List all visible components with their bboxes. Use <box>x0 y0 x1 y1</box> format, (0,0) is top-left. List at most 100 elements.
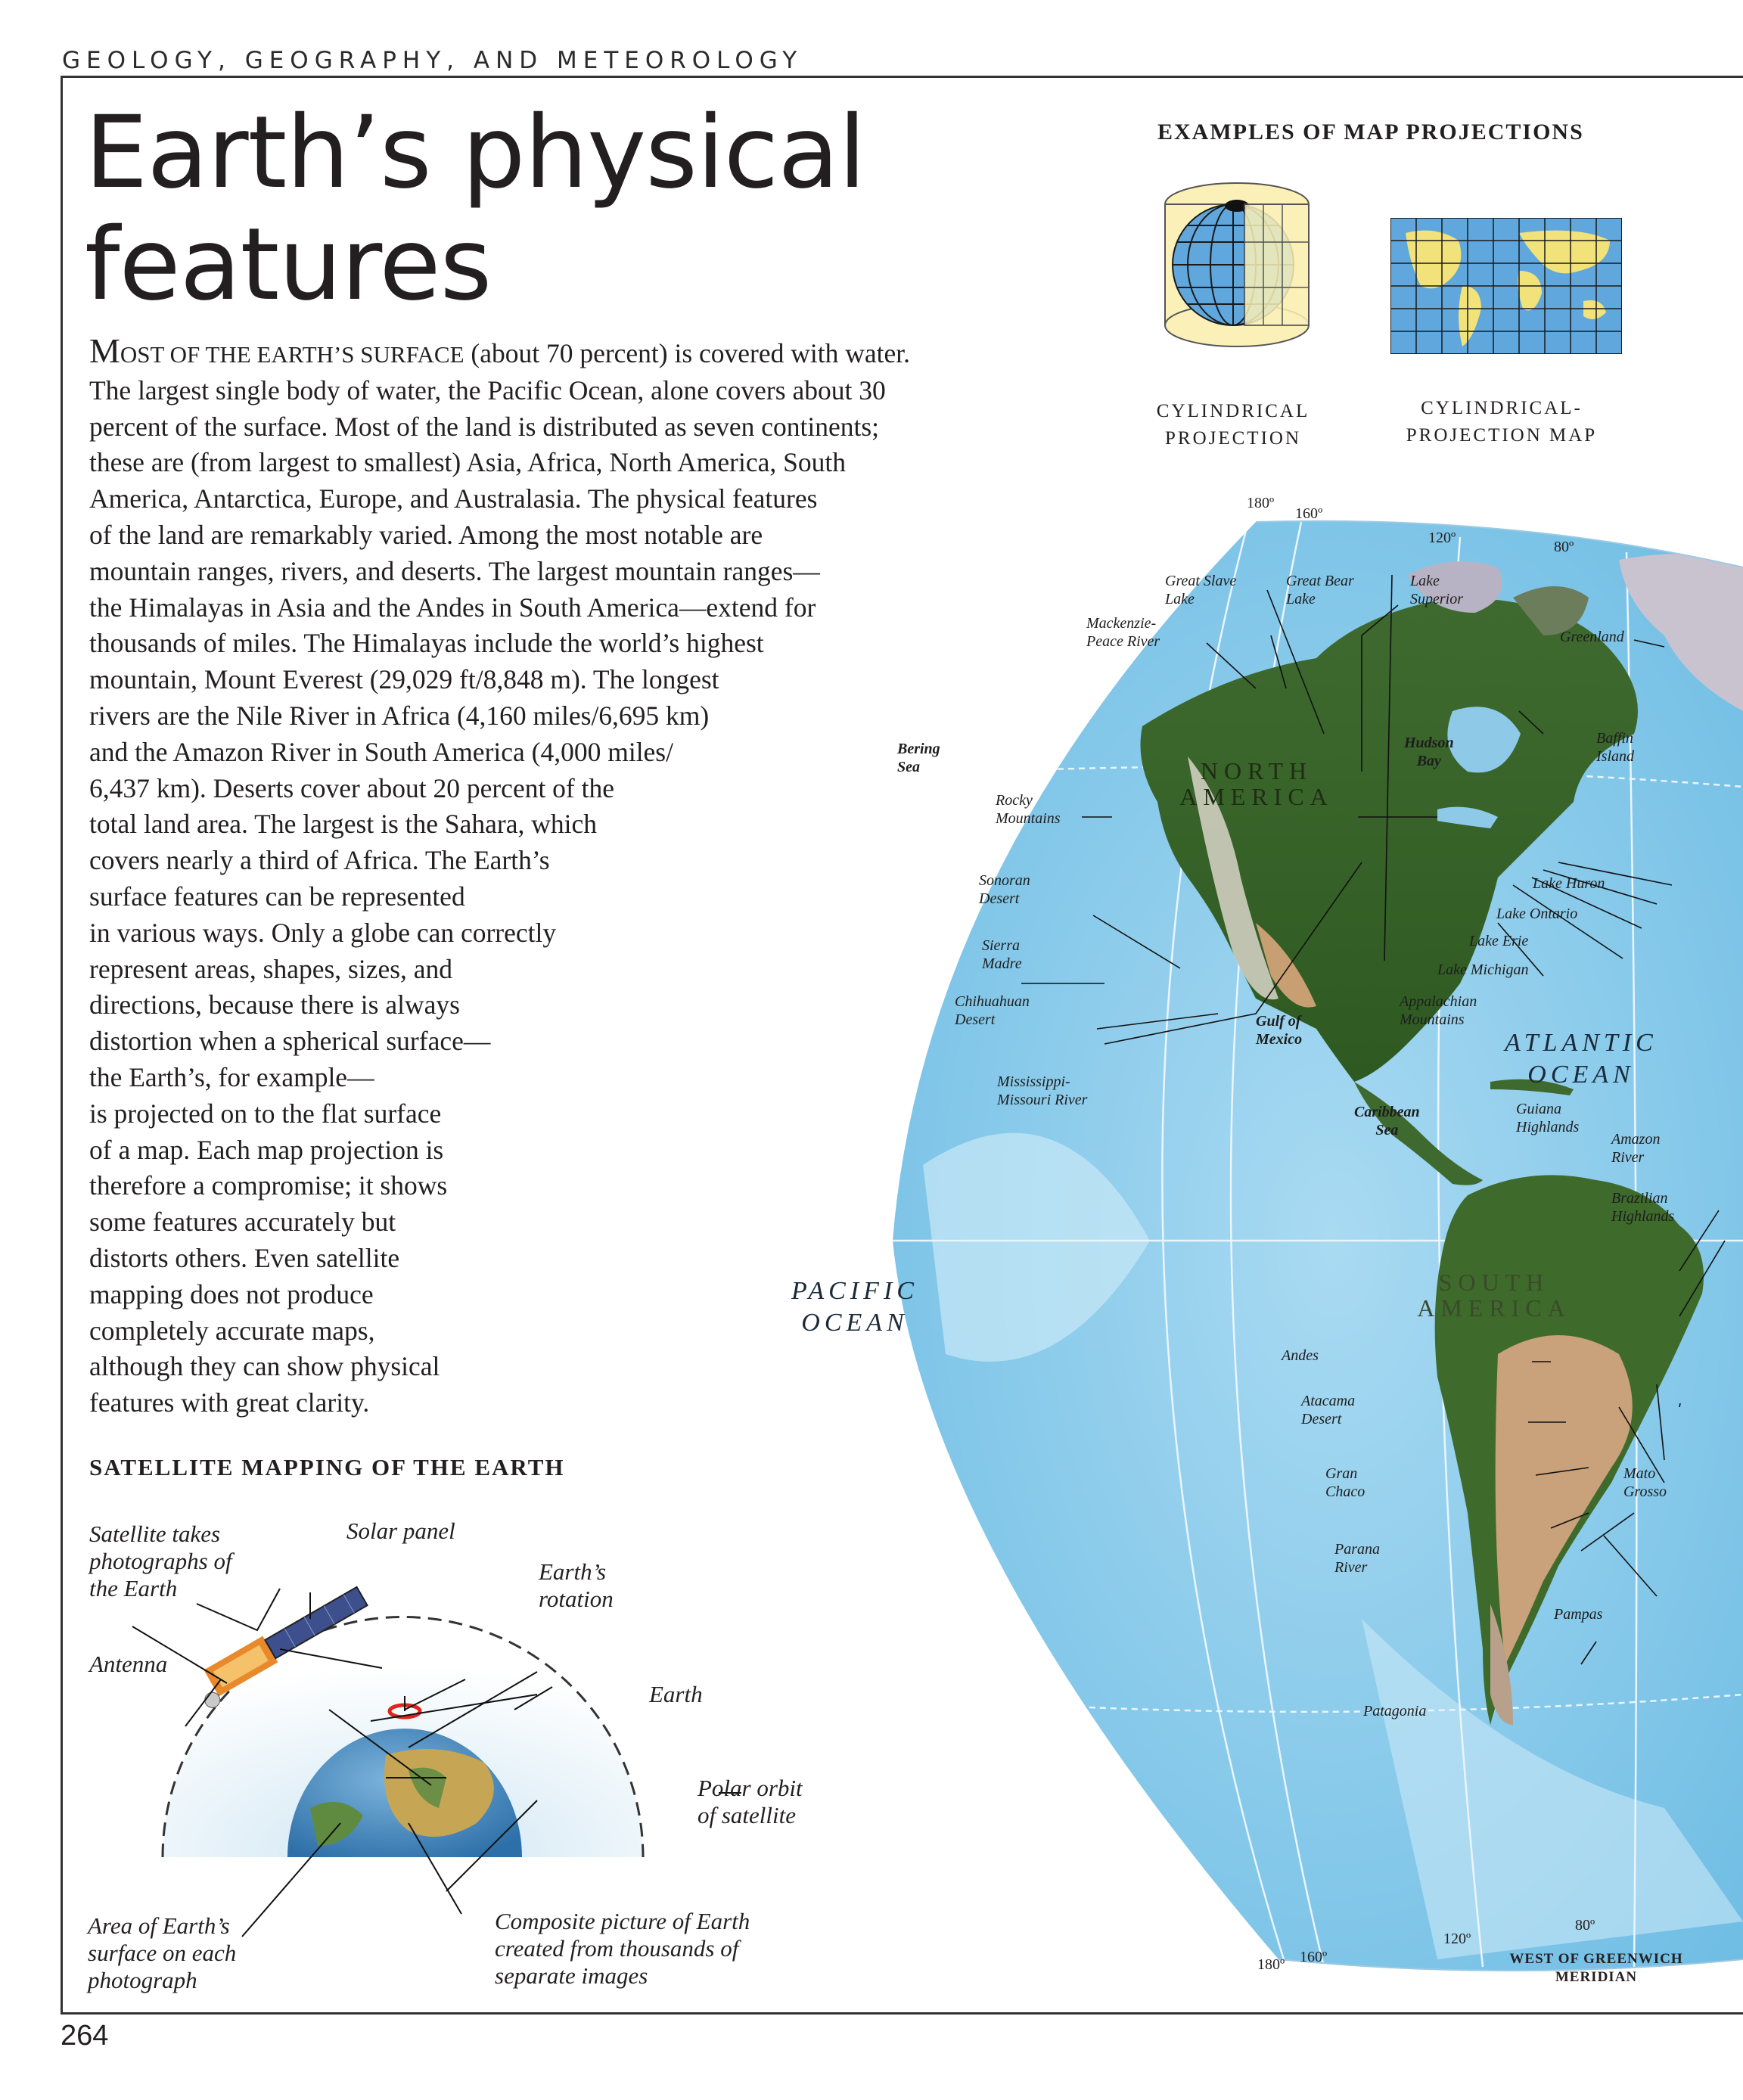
body-line: the Himalayas in Asia and the Andes in S… <box>89 592 816 623</box>
body-line: therefore a compromise; it shows <box>89 1170 448 1201</box>
mato-grosso-label: Mato Grosso <box>1623 1465 1667 1500</box>
lake-superior-label: Lake Superior <box>1410 573 1463 607</box>
body-line: 6,437 km). Deserts cover about 20 percen… <box>89 772 615 803</box>
body-line: features with great clarity. <box>89 1387 370 1418</box>
degree-label-bottom: 80º <box>1575 1917 1595 1934</box>
body-line: mountain ranges, rivers, and deserts. Th… <box>89 555 820 586</box>
body-line: surface features can be represented <box>89 881 465 912</box>
mackenzie-river-label: Mackenzie- Peace River <box>1086 615 1160 650</box>
body-line: is projected on to the flat surface <box>89 1098 442 1129</box>
great-slave-lake-label: Great Slave Lake <box>1165 573 1237 607</box>
gulf-of-mexico-label: Gulf of Mexico <box>1256 1013 1303 1048</box>
body-line-1-rest: (about 70 percent) is covered with water… <box>464 338 910 368</box>
lead-smallcaps: OST OF THE EARTH’S SURFACE <box>120 341 464 368</box>
body-line: distorts others. Even satellite <box>89 1242 400 1273</box>
meridian-note: WEST OF GREENWICH MERIDIAN <box>1509 1951 1683 1985</box>
sierra-madre-label: Sierra Madre <box>982 937 1022 972</box>
area-of-surface-label: Area of Earth’s surface on each photogra… <box>88 1912 237 1993</box>
atlantic-ocean-label: ATLANTIC OCEAN <box>1505 1029 1658 1089</box>
page-title: Earth’s physical features <box>85 97 955 321</box>
section-header: GEOLOGY, GEOGRAPHY, AND METEOROLOGY <box>62 47 803 74</box>
greenland-label: Greenland <box>1560 629 1624 645</box>
body-line: thousands of miles. The Himalayas includ… <box>89 628 764 659</box>
satellite-diagram <box>132 1586 741 1937</box>
body-line: these are (from largest to smallest) Asi… <box>89 447 846 478</box>
parana-river-label: Parana River <box>1334 1541 1380 1576</box>
patagonia-label: Patagonia <box>1363 1703 1427 1719</box>
satellite-heading: SATELLITE MAPPING OF THE EARTH <box>89 1454 565 1480</box>
hudson-bay-label: Hudson Bay <box>1404 735 1454 769</box>
polar-orbit-label: Polar orbit of satellite <box>698 1775 803 1828</box>
south-america-label: SOUTH AMERICA <box>1417 1269 1571 1322</box>
degree-label-bottom: 180º <box>1257 1956 1285 1973</box>
americas-map <box>893 520 1743 1971</box>
body-line: rivers are the Nile River in Africa (4,1… <box>89 700 710 731</box>
body-line: mountain, Mount Everest (29,029 ft/8,848… <box>89 664 719 695</box>
body-line: of the land are remarkably varied. Among… <box>89 519 763 550</box>
degree-label-top: 120º <box>1428 530 1456 546</box>
cylindrical-projection-illustration <box>1164 182 1310 347</box>
solar-panel-label: Solar panel <box>346 1518 455 1544</box>
antenna-label: Antenna <box>89 1651 168 1677</box>
appalachian-mountains-label: Appalachian Mountains <box>1400 993 1477 1028</box>
title-line-2: features <box>85 207 492 323</box>
drop-cap: M <box>89 331 120 370</box>
caption-line: CYLINDRICAL- <box>1421 398 1583 418</box>
body-line: distortion when a spherical surface— <box>89 1026 491 1057</box>
body-text: MOST OF THE EARTH’S SURFACE (about 70 pe… <box>89 333 910 1421</box>
projection-map-caption: CYLINDRICAL- PROJECTION MAP <box>1377 395 1626 449</box>
lake-michigan-label: Lake Michigan <box>1437 961 1529 978</box>
body-line: of a map. Each map projection is <box>89 1134 444 1165</box>
body-line: represent areas, shapes, sizes, and <box>89 953 453 984</box>
body-line-1: MOST OF THE EARTH’S SURFACE (about 70 pe… <box>89 333 910 373</box>
body-line: in various ways. Only a globe can correc… <box>89 917 557 948</box>
sonoran-desert-label: Sonoran Desert <box>979 872 1030 907</box>
brazilian-highlands-label: Brazilian Highlands <box>1611 1190 1675 1225</box>
page-number: 264 <box>61 2020 109 2052</box>
lake-erie-label: Lake Erie <box>1469 933 1529 949</box>
body-line: completely accurate maps, <box>89 1315 375 1346</box>
body-line: total land area. The largest is the Saha… <box>89 809 597 840</box>
atacama-desert-label: Atacama Desert <box>1301 1393 1356 1427</box>
caption-line: PROJECTION MAP <box>1406 425 1598 446</box>
degree-label-top: 80º <box>1554 539 1574 555</box>
title-line-1: Earth’s physical <box>85 95 866 211</box>
degree-label-bottom: 120º <box>1443 1931 1471 1947</box>
caribbean-sea-label: Caribbean Sea <box>1354 1104 1420 1139</box>
left-rule <box>61 76 63 2012</box>
composite-picture-label: Composite picture of Earth created from … <box>495 1908 750 1989</box>
bering-sea-label: Bering Sea <box>897 741 940 775</box>
body-line: and the Amazon River in South America (4… <box>89 736 673 767</box>
amazon-river-label: Amazon River <box>1611 1131 1661 1166</box>
rocky-mountains-label: Rocky Mountains <box>996 792 1061 827</box>
top-rule <box>61 76 1743 78</box>
cylindrical-projection-caption: CYLINDRICAL PROJECTION <box>1142 398 1324 452</box>
pampas-label: Pampas <box>1554 1606 1603 1623</box>
caption-line: CYLINDRICAL <box>1156 401 1310 421</box>
body-line: the Earth’s, for example— <box>89 1061 374 1092</box>
chihuahuan-desert-label: Chihuahuan Desert <box>955 993 1030 1028</box>
lake-huron-label: Lake Huron <box>1533 875 1605 892</box>
degree-label-top: 160º <box>1295 505 1323 522</box>
guiana-highlands-label: Guiana Highlands <box>1516 1101 1580 1135</box>
cylindrical-projection-map-illustration <box>1390 218 1622 354</box>
caption-line: PROJECTION <box>1164 428 1301 449</box>
lake-ontario-label: Lake Ontario <box>1496 906 1578 922</box>
body-line: percent of the surface. Most of the land… <box>89 411 880 442</box>
body-line: directions, because there is always <box>89 989 460 1020</box>
degree-label-bottom: 160º <box>1300 1949 1328 1965</box>
mississippi-river-label: Mississippi- Missouri River <box>997 1073 1088 1108</box>
satellite-photographs-label: Satellite takes photographs of the Earth <box>89 1521 232 1601</box>
earth-rotation-label: Earth’s rotation <box>539 1558 614 1612</box>
body-line: America, Antarctica, Europe, and Austral… <box>89 483 818 514</box>
baffin-island-label: Baffin Island <box>1596 730 1634 765</box>
body-line: covers nearly a third of Africa. The Ear… <box>89 845 550 876</box>
bottom-rule <box>61 2012 1743 2015</box>
body-line: The largest single body of water, the Pa… <box>89 374 886 405</box>
degree-label-top: 180º <box>1247 495 1275 511</box>
gran-chaco-label: Gran Chaco <box>1325 1465 1366 1500</box>
body-line: mapping does not produce <box>89 1278 374 1309</box>
andes-label: Andes <box>1282 1347 1319 1364</box>
projections-heading: EXAMPLES OF MAP PROJECTIONS <box>1157 120 1584 144</box>
great-bear-lake-label: Great Bear Lake <box>1286 573 1354 607</box>
